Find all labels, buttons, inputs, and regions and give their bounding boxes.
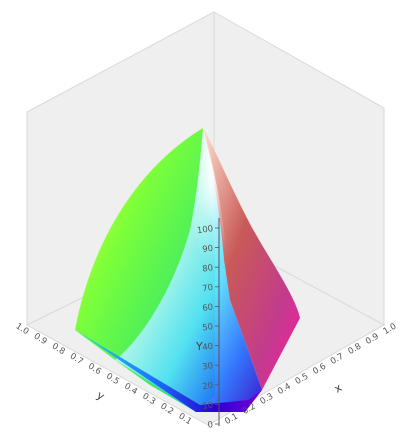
y-axis-label: y (94, 389, 107, 404)
gamut-solid (75, 128, 300, 412)
Y-tick-label: 10 (202, 400, 214, 411)
Y-tick-label: 0 (207, 420, 214, 431)
Y-axis-label: Y (195, 340, 203, 353)
Y-tick-label: 20 (202, 381, 214, 392)
Y-tick-label: 30 (202, 361, 214, 372)
gamut-face-red-magenta (203, 128, 300, 390)
gamut-face-bottom (75, 330, 262, 412)
x-axis-label: x (332, 381, 345, 396)
Y-tick-label: 50 (202, 322, 214, 333)
Y-tick-label: 100 (196, 224, 213, 236)
Y-tick-label: 70 (202, 283, 214, 294)
Y-tick-label: 80 (202, 263, 214, 274)
Y-tick-label: 90 (202, 244, 214, 255)
Y-tick-label: 60 (202, 302, 214, 313)
Y-tick-label: 40 (202, 342, 214, 353)
